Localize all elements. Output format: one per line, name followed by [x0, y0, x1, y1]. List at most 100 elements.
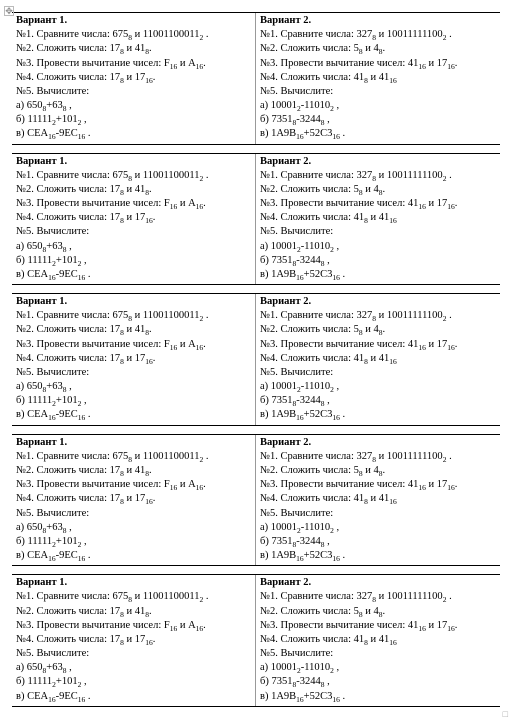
variant2-line: б) 73518-32448 ,: [260, 254, 496, 268]
variant1-line: в) CEA16-9EC16 .: [16, 408, 251, 422]
variant2-line: №3. Провести вычитание чисел: 4116 и 171…: [260, 619, 496, 633]
variant2-line: №1. Сравните числа: 3278 и 100111111002 …: [260, 450, 496, 464]
variant2-line: №3. Провести вычитание чисел: 4116 и 171…: [260, 478, 496, 492]
variant2-line: №4. Сложить числа: 418 и 4116: [260, 352, 496, 366]
variant1-line: №4. Сложить числа: 178 и 1716.: [16, 492, 251, 506]
variant2-line: б) 73518-32448 ,: [260, 394, 496, 408]
variant1-line: №5. Вычислите:: [16, 85, 251, 99]
variant1-line: №2. Сложить числа: 178 и 418.: [16, 323, 251, 337]
variant1-line: №3. Провести вычитание чисел: F16 и A16.: [16, 478, 251, 492]
variant1-line: а) 6508+638 ,: [16, 240, 251, 254]
section-row: Вариант 1.№1. Сравните числа: 6758 и 110…: [12, 153, 500, 286]
variant2-line: №1. Сравните числа: 3278 и 100111111002 …: [260, 309, 496, 323]
variant1-line: №2. Сложить числа: 178 и 418.: [16, 464, 251, 478]
variant1-line: №4. Сложить числа: 178 и 1716.: [16, 71, 251, 85]
variant2-line: №2. Сложить числа: 58 и 48.: [260, 323, 496, 337]
variant1-line: №4. Сложить числа: 178 и 1716.: [16, 633, 251, 647]
variant1-title: Вариант 1.: [16, 14, 251, 28]
variant2-line: №4. Сложить числа: 418 и 4116: [260, 492, 496, 506]
variant1-title: Вариант 1.: [16, 436, 251, 450]
variant1-line: №3. Провести вычитание чисел: F16 и A16.: [16, 619, 251, 633]
variant2-line: №5. Вычислите:: [260, 647, 496, 661]
variant1-line: №5. Вычислите:: [16, 647, 251, 661]
variant1-line: в) CEA16-9EC16 .: [16, 268, 251, 282]
variant2-line: №5. Вычислите:: [260, 507, 496, 521]
variant2-title: Вариант 2.: [260, 295, 496, 309]
variant1-line: №1. Сравните числа: 6758 и 110011000112 …: [16, 169, 251, 183]
variant2-line: а) 100012-110102 ,: [260, 521, 496, 535]
variant2-line: а) 100012-110102 ,: [260, 661, 496, 675]
section-row: Вариант 1.№1. Сравните числа: 6758 и 110…: [12, 12, 500, 145]
variant1: Вариант 1.№1. Сравните числа: 6758 и 110…: [12, 294, 256, 425]
variant2-line: б) 73518-32448 ,: [260, 535, 496, 549]
variant1: Вариант 1.№1. Сравните числа: 6758 и 110…: [12, 435, 256, 566]
variant2-line: №3. Провести вычитание чисел: 4116 и 171…: [260, 57, 496, 71]
variant1-line: в) CEA16-9EC16 .: [16, 549, 251, 563]
variant2-title: Вариант 2.: [260, 14, 496, 28]
variant2-line: №1. Сравните числа: 3278 и 100111111002 …: [260, 590, 496, 604]
variant1-line: №1. Сравните числа: 6758 и 110011000112 …: [16, 450, 251, 464]
variant1-line: №3. Провести вычитание чисел: F16 и A16.: [16, 338, 251, 352]
variant2-line: №5. Вычислите:: [260, 366, 496, 380]
variant1-line: №3. Провести вычитание чисел: F16 и A16.: [16, 57, 251, 71]
variant1-title: Вариант 1.: [16, 295, 251, 309]
variant1-title: Вариант 1.: [16, 576, 251, 590]
variant2-line: в) 1A9B16+52C316 .: [260, 690, 496, 704]
variant2-line: №2. Сложить числа: 58 и 48.: [260, 605, 496, 619]
variant2: Вариант 2.№1. Сравните числа: 3278 и 100…: [256, 294, 500, 425]
variant1-line: №3. Провести вычитание чисел: F16 и A16.: [16, 197, 251, 211]
variant1-line: в) CEA16-9EC16 .: [16, 690, 251, 704]
variant1-line: №1. Сравните числа: 6758 и 110011000112 …: [16, 309, 251, 323]
variant1-line: №4. Сложить числа: 178 и 1716.: [16, 352, 251, 366]
variant1-line: №5. Вычислите:: [16, 225, 251, 239]
variant2-line: в) 1A9B16+52C316 .: [260, 127, 496, 141]
variant2-line: а) 100012-110102 ,: [260, 240, 496, 254]
variant1-line: а) 6508+638 ,: [16, 380, 251, 394]
variant2: Вариант 2.№1. Сравните числа: 3278 и 100…: [256, 435, 500, 566]
variant1-line: б) 111112+1012 ,: [16, 394, 251, 408]
variant2: Вариант 2.№1. Сравните числа: 3278 и 100…: [256, 154, 500, 285]
variant2-line: №2. Сложить числа: 58 и 48.: [260, 183, 496, 197]
variant2-line: в) 1A9B16+52C316 .: [260, 268, 496, 282]
corner-marker-icon: □: [503, 709, 508, 719]
variant2: Вариант 2.№1. Сравните числа: 3278 и 100…: [256, 575, 500, 706]
variant2: Вариант 2.№1. Сравните числа: 3278 и 100…: [256, 13, 500, 144]
variant1-line: а) 6508+638 ,: [16, 521, 251, 535]
variant1: Вариант 1.№1. Сравните числа: 6758 и 110…: [12, 575, 256, 706]
variant2-line: в) 1A9B16+52C316 .: [260, 549, 496, 563]
variant2-line: №5. Вычислите:: [260, 85, 496, 99]
variant2-line: а) 100012-110102 ,: [260, 380, 496, 394]
variant2-line: №1. Сравните числа: 3278 и 100111111002 …: [260, 28, 496, 42]
section-row: Вариант 1.№1. Сравните числа: 6758 и 110…: [12, 434, 500, 567]
section-row: Вариант 1.№1. Сравните числа: 6758 и 110…: [12, 574, 500, 707]
move-handle-icon: ✥: [4, 6, 14, 16]
variant1-line: б) 111112+1012 ,: [16, 254, 251, 268]
variant2-title: Вариант 2.: [260, 155, 496, 169]
document-body: Вариант 1.№1. Сравните числа: 6758 и 110…: [12, 12, 500, 707]
variant1: Вариант 1.№1. Сравните числа: 6758 и 110…: [12, 13, 256, 144]
variant1-line: №2. Сложить числа: 178 и 418.: [16, 42, 251, 56]
variant2-title: Вариант 2.: [260, 436, 496, 450]
variant1-line: №2. Сложить числа: 178 и 418.: [16, 605, 251, 619]
variant1-line: а) 6508+638 ,: [16, 661, 251, 675]
variant2-line: №4. Сложить числа: 418 и 4116: [260, 633, 496, 647]
variant1-line: №5. Вычислите:: [16, 507, 251, 521]
variant2-line: б) 73518-32448 ,: [260, 113, 496, 127]
variant2-line: №3. Провести вычитание чисел: 4116 и 171…: [260, 197, 496, 211]
variant1-line: №1. Сравните числа: 6758 и 110011000112 …: [16, 590, 251, 604]
variant1-title: Вариант 1.: [16, 155, 251, 169]
variant1-line: №4. Сложить числа: 178 и 1716.: [16, 211, 251, 225]
variant2-line: в) 1A9B16+52C316 .: [260, 408, 496, 422]
variant1: Вариант 1.№1. Сравните числа: 6758 и 110…: [12, 154, 256, 285]
section-row: Вариант 1.№1. Сравните числа: 6758 и 110…: [12, 293, 500, 426]
variant1-line: №2. Сложить числа: 178 и 418.: [16, 183, 251, 197]
variant2-line: №2. Сложить числа: 58 и 48.: [260, 42, 496, 56]
variant2-line: №2. Сложить числа: 58 и 48.: [260, 464, 496, 478]
variant2-line: №3. Провести вычитание чисел: 4116 и 171…: [260, 338, 496, 352]
variant2-line: №4. Сложить числа: 418 и 4116: [260, 211, 496, 225]
variant1-line: б) 111112+1012 ,: [16, 675, 251, 689]
variant1-line: б) 111112+1012 ,: [16, 535, 251, 549]
variant1-line: а) 6508+638 ,: [16, 99, 251, 113]
variant2-line: а) 100012-110102 ,: [260, 99, 496, 113]
variant2-line: б) 73518-32448 ,: [260, 675, 496, 689]
